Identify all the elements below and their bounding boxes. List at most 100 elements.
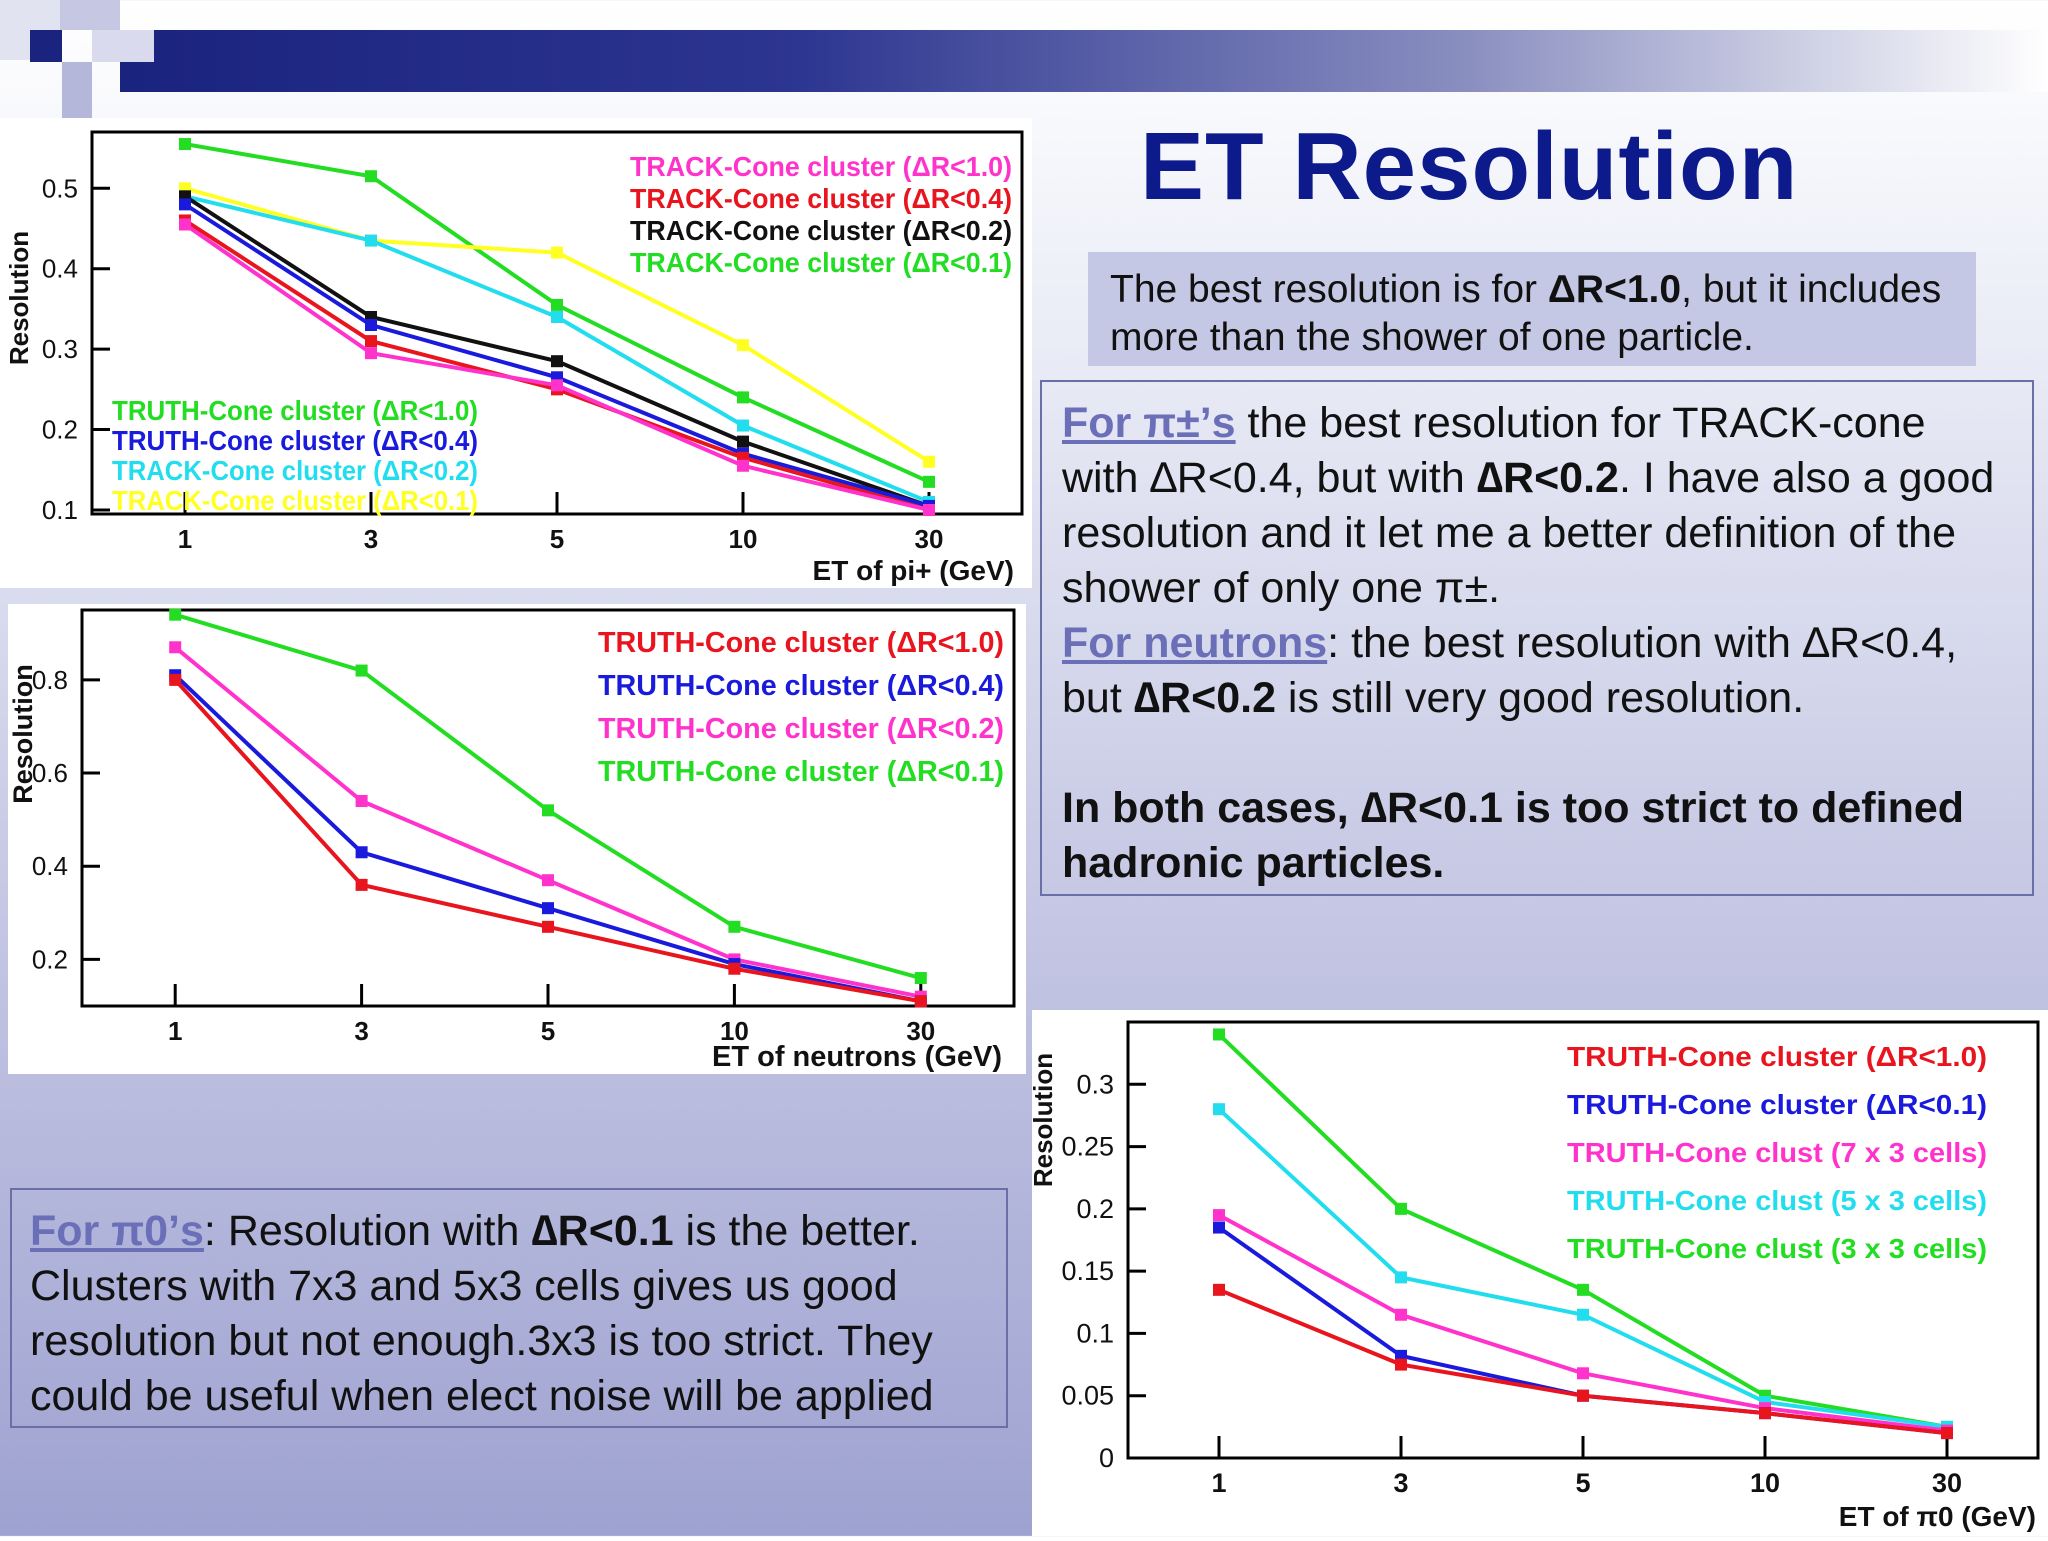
data-point: [542, 874, 554, 887]
y-axis-label: Resolution: [4, 231, 34, 365]
data-point: [1577, 1389, 1589, 1402]
data-point: [1577, 1367, 1589, 1380]
neutron-text: : the best resolution with ∆R<0.4, but: [1062, 619, 1958, 722]
data-point: [923, 475, 935, 488]
pi0-conclusions: For π0’s: Resolution with ∆R<0.1 is the …: [10, 1188, 1008, 1428]
note-text: The best resolution is for: [1110, 268, 1548, 311]
x-tick-label: 30: [906, 1016, 935, 1046]
data-point: [179, 218, 191, 231]
legend-entry: TRACK-Cone cluster (ΔR<0.2): [112, 455, 478, 486]
legend-entry: TRUTH-Cone cluster (ΔR<0.4): [112, 425, 478, 456]
chart-panel-pi0: 1 3 5 10 30 0 0.05 0.1 0.15 0.2 0.25 0.3 ET of π0 (G…: [1028, 1010, 2048, 1536]
data-point: [923, 455, 935, 468]
x-tick-label: 30: [1932, 1468, 1962, 1498]
pi0-text: is the better. Clusters with 7x3 and 5x3…: [30, 1207, 934, 1420]
x-tick-label: 5: [1575, 1468, 1590, 1498]
x-tick-label: 1: [168, 1016, 182, 1046]
data-point: [1395, 1202, 1407, 1215]
x-tick-label: 1: [1211, 1468, 1226, 1498]
y-axis-label: Resolution: [1032, 1053, 1058, 1187]
y-tick-label: 0.1: [42, 495, 78, 525]
data-point: [365, 335, 377, 348]
header-gradient-bar: [120, 30, 2048, 92]
data-point: [737, 435, 749, 448]
data-point: [914, 995, 927, 1008]
chart-panel-neutron: 1 3 5 10 30 0.2 0.4 0.6 0.8 ET of neutrons (GeV) R…: [8, 604, 1026, 1074]
deco-square: [30, 30, 62, 62]
note-bold: ΔR<1.0: [1547, 268, 1682, 311]
y-tick-label: 0.3: [1076, 1069, 1114, 1099]
data-point: [1577, 1283, 1589, 1296]
x-axis-label: ET of π0 (GeV): [1839, 1501, 2036, 1532]
y-tick-label: 0.1: [1076, 1318, 1114, 1348]
x-tick-label: 30: [915, 524, 944, 554]
x-axis-label: ET of neutrons (GeV): [712, 1041, 1002, 1073]
chart-pion: 1 3 5 10 30 0.1 0.2 0.3 0.4 0.5 ET of pi+ (GeV) Res…: [4, 130, 1024, 586]
pion-bold: ∆R<0.2: [1476, 454, 1619, 502]
neutron-bold: ∆R<0.2: [1133, 674, 1276, 722]
data-point: [1395, 1271, 1407, 1284]
data-point: [169, 608, 182, 621]
data-point: [365, 319, 377, 332]
y-tick-label: 0.3: [42, 334, 78, 364]
data-point: [551, 310, 563, 323]
data-point: [737, 459, 749, 472]
legend-entry: TRUTH-Cone cluster (ΔR<0.4): [598, 670, 1004, 702]
data-point: [1213, 1221, 1225, 1234]
data-point: [737, 339, 749, 352]
y-tick-label: 0.8: [32, 665, 68, 695]
data-point: [355, 878, 368, 891]
data-point: [1941, 1427, 1953, 1440]
pion-neutron-conclusions: For π±’s the best resolution for TRACK-c…: [1040, 380, 2034, 896]
data-point: [1213, 1103, 1225, 1116]
pi0-link[interactable]: For π0’s: [30, 1207, 204, 1255]
legend-entry: TRUTH-Cone cluster (ΔR<0.2): [598, 713, 1004, 745]
y-tick-label: 0.4: [32, 851, 68, 881]
data-point: [542, 902, 554, 915]
data-point: [923, 503, 935, 516]
legend-entry: TRUTH-Cone cluster (ΔR<0.1): [598, 756, 1004, 788]
data-point: [728, 920, 741, 933]
legend-entry: TRUTH-Cone cluster (ΔR<1.0): [1567, 1041, 1987, 1072]
x-tick-label: 5: [550, 524, 564, 554]
x-axis-label: ET of pi+ (GeV): [813, 555, 1014, 586]
pion-link[interactable]: For π±’s: [1062, 399, 1236, 447]
data-point: [1213, 1028, 1225, 1041]
data-point: [179, 138, 191, 151]
legend-entry: TRACK-Cone cluster (ΔR<0.1): [630, 247, 1012, 278]
deco-square: [60, 0, 120, 30]
summary-note: The best resolution is for ΔR<1.0, but i…: [1088, 252, 1976, 366]
data-point: [551, 379, 563, 392]
data-point: [365, 347, 377, 360]
data-point: [1395, 1358, 1407, 1371]
legend-entry: TRUTH-Cone cluster (ΔR<1.0): [112, 395, 478, 426]
data-point: [169, 641, 182, 654]
chart-pi0: 1 3 5 10 30 0 0.05 0.1 0.15 0.2 0.25 0.3 ET of π0 (G…: [1028, 1020, 2040, 1532]
legend-entry: TRUTH-Cone clust (5 x 3 cells): [1567, 1185, 1987, 1216]
y-tick-label: 0.25: [1061, 1132, 1114, 1162]
data-point: [737, 391, 749, 404]
neutron-link[interactable]: For neutrons: [1062, 619, 1328, 667]
legend-entry: TRUTH-Cone cluster (ΔR<0.1): [1567, 1089, 1987, 1120]
data-point: [737, 419, 749, 432]
data-point: [365, 234, 377, 247]
data-point: [365, 170, 377, 183]
data-point: [355, 846, 368, 859]
data-point: [914, 972, 927, 985]
data-point: [1395, 1308, 1407, 1321]
data-point: [169, 673, 182, 686]
y-tick-label: 0.5: [42, 173, 78, 203]
pi0-bold: ∆R<0.1: [531, 1207, 674, 1255]
y-tick-label: 0.05: [1061, 1381, 1114, 1411]
pi0-text: : Resolution with: [203, 1207, 532, 1255]
legend-entry: TRACK-Cone cluster (ΔR<0.4): [630, 183, 1012, 214]
data-point: [179, 198, 191, 211]
data-point: [728, 962, 741, 975]
data-point: [551, 355, 563, 368]
x-tick-label: 10: [729, 524, 758, 554]
data-point: [551, 298, 563, 311]
y-tick-label: 0.4: [42, 254, 78, 284]
chart-neutron: 1 3 5 10 30 0.2 0.4 0.6 0.8 ET of neutrons (GeV) R…: [8, 608, 1016, 1073]
data-point: [1213, 1283, 1225, 1296]
deco-square: [62, 62, 92, 122]
